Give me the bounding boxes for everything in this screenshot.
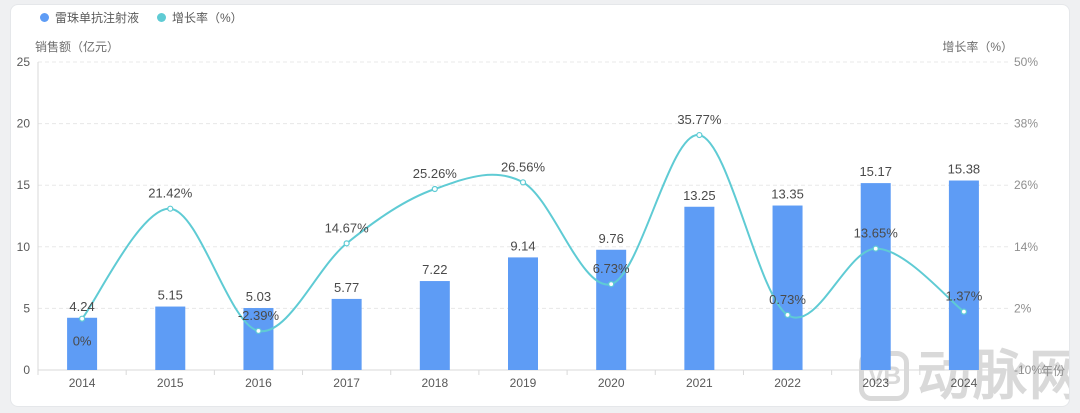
bar-2024[interactable] [948, 180, 979, 370]
line-point-2017[interactable] [343, 240, 350, 247]
bar-2017[interactable] [331, 298, 362, 370]
bar-2022[interactable] [772, 205, 803, 370]
bar-2023[interactable] [860, 183, 891, 370]
bar-2021[interactable] [684, 206, 715, 370]
line-point-2020[interactable] [608, 281, 615, 288]
line-point-2023[interactable] [872, 245, 879, 252]
legend: 雷珠单抗注射液 增长率（%） [40, 9, 243, 26]
line-point-2016[interactable] [255, 327, 262, 335]
watermark-brand-text: 动脉网 [917, 346, 1070, 406]
bar-2020[interactable] [596, 249, 627, 370]
line-point-2014[interactable] [78, 315, 86, 322]
right-axis-title: 增长率（%） [942, 40, 1013, 54]
legend-item-growth[interactable]: 增长率（%） [157, 9, 243, 26]
line-point-2024[interactable] [960, 308, 968, 315]
line-point-2015[interactable] [167, 205, 174, 212]
line-point-2021[interactable] [696, 131, 703, 139]
line-point-2019[interactable] [519, 179, 527, 186]
bar-2018[interactable] [419, 281, 450, 370]
legend-marker-sales-icon [40, 13, 49, 22]
line-point-2018[interactable] [431, 185, 438, 193]
bar-2016[interactable] [243, 308, 274, 370]
legend-label-growth: 增长率（%） [172, 11, 243, 25]
x-axis-title: 年份 [1041, 364, 1066, 378]
legend-item-sales[interactable]: 雷珠单抗注射液 [40, 9, 139, 26]
bar-2014[interactable] [67, 317, 98, 370]
bar-2019[interactable] [508, 257, 538, 370]
left-axis-title: 销售额（亿元） [35, 40, 120, 54]
legend-label-sales: 雷珠单抗注射液 [55, 11, 140, 25]
line-point-2022[interactable] [784, 311, 791, 319]
legend-marker-growth-icon [157, 13, 167, 22]
bar-2015[interactable] [155, 306, 186, 370]
